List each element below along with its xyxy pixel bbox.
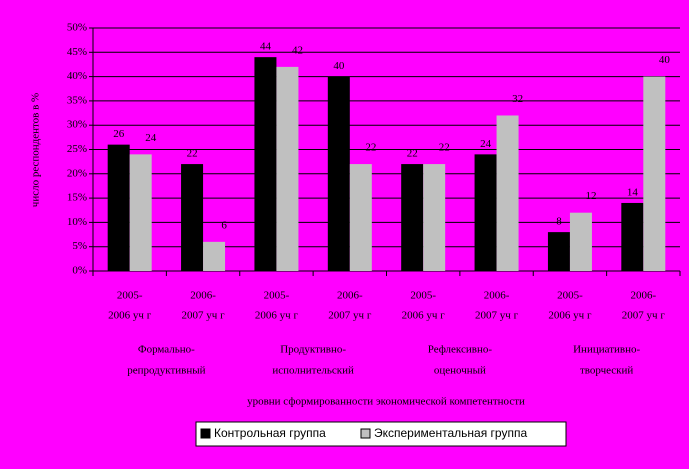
bar	[401, 164, 424, 271]
x-tick-label: 2006 уч г	[402, 310, 446, 322]
data-label: 22	[407, 148, 418, 160]
bar	[423, 164, 446, 271]
y-axis-title: число респондентов в %	[30, 93, 42, 207]
data-label: 42	[292, 44, 303, 56]
x-tick-label: 2006 уч г	[108, 310, 152, 322]
bar	[569, 212, 592, 271]
y-tick-label: 5%	[72, 240, 87, 252]
legend-label: Контрольная группа	[214, 426, 326, 440]
legend-box	[195, 421, 567, 447]
group-label: репродуктивный	[127, 365, 205, 377]
x-tick-label: 2006 уч г	[548, 310, 592, 322]
group-label: творческий	[580, 365, 633, 377]
x-tick-label: 2005-	[557, 290, 583, 302]
bar	[643, 76, 666, 271]
x-tick-label: 2006-	[337, 290, 363, 302]
x-tick-label: 2006-	[484, 290, 510, 302]
bar	[203, 241, 226, 271]
bar	[181, 164, 204, 271]
legend-swatch	[200, 428, 211, 439]
x-tick-label: 2005-	[410, 290, 436, 302]
group-label: Формально-	[138, 344, 195, 356]
x-axis-title: уровни сформированности экономической ко…	[247, 396, 525, 408]
data-label: 6	[221, 219, 227, 231]
y-tick-label: 0%	[72, 265, 87, 277]
group-label: Рефлексивно-	[428, 344, 493, 356]
x-tick-label: 2007 уч г	[622, 310, 666, 322]
x-tick-label: 2006-	[630, 290, 656, 302]
bar	[496, 115, 519, 271]
data-label: 40	[333, 60, 345, 72]
group-label: Инициативно-	[573, 344, 640, 356]
data-label: 26	[113, 128, 125, 140]
y-tick-label: 30%	[67, 119, 87, 131]
x-tick-label: 2007 уч г	[328, 310, 372, 322]
bar	[474, 154, 497, 271]
data-label: 32	[512, 93, 523, 105]
data-label: 14	[627, 186, 639, 198]
y-tick-label: 20%	[67, 167, 87, 179]
legend-swatch	[360, 428, 371, 439]
data-label: 22	[365, 142, 376, 154]
y-tick-label: 45%	[67, 46, 87, 58]
group-label: Продуктивно-	[280, 344, 346, 356]
x-tick-label: 2007 уч г	[475, 310, 519, 322]
bar	[621, 202, 644, 271]
legend-label: Экспериментальная группа	[374, 426, 527, 440]
x-tick-label: 2007 уч г	[182, 310, 226, 322]
bar	[547, 232, 570, 271]
y-tick-label: 40%	[67, 70, 87, 82]
data-label: 40	[659, 54, 671, 66]
x-tick-label: 2006 уч г	[255, 310, 299, 322]
y-tick-label: 50%	[67, 22, 87, 34]
data-label: 24	[480, 138, 492, 150]
y-tick-label: 10%	[67, 216, 87, 228]
bar	[276, 66, 299, 271]
x-tick-label: 2005-	[117, 290, 143, 302]
x-tick-label: 2006-	[190, 290, 216, 302]
group-label: оценочный	[434, 365, 486, 377]
y-tick-label: 25%	[67, 143, 87, 155]
bar	[349, 164, 372, 271]
y-tick-label: 15%	[67, 192, 87, 204]
bar	[129, 154, 152, 271]
bar	[327, 76, 350, 271]
group-label: исполнительский	[272, 365, 354, 377]
data-label: 24	[145, 132, 157, 144]
bar	[254, 57, 277, 271]
bar	[107, 144, 130, 271]
x-tick-label: 2005-	[264, 290, 290, 302]
y-tick-label: 35%	[67, 94, 87, 106]
data-label: 12	[585, 190, 596, 202]
data-label: 22	[439, 142, 450, 154]
data-label: 8	[556, 216, 562, 228]
data-label: 44	[260, 41, 272, 53]
data-label: 22	[187, 148, 198, 160]
